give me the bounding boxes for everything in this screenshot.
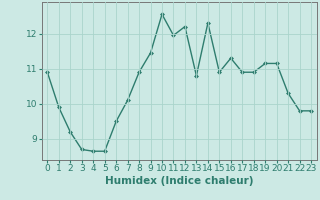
X-axis label: Humidex (Indice chaleur): Humidex (Indice chaleur) [105,176,253,186]
